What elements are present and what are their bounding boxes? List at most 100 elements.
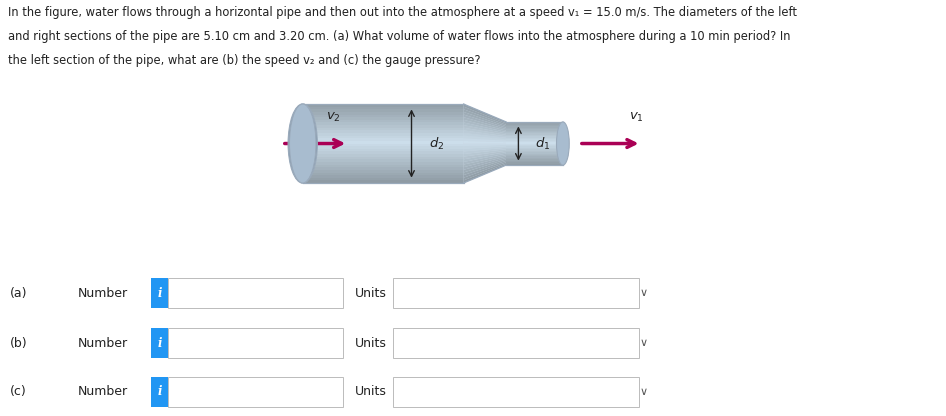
Polygon shape [506,155,563,156]
Polygon shape [303,149,464,151]
Text: $d_2$: $d_2$ [429,136,444,151]
Polygon shape [303,138,464,141]
Polygon shape [464,128,506,136]
Polygon shape [303,112,464,114]
Text: i: i [158,337,162,350]
Polygon shape [303,144,464,146]
FancyBboxPatch shape [151,278,168,308]
Text: ∨: ∨ [639,338,647,348]
Polygon shape [464,145,506,149]
Polygon shape [303,173,464,175]
Text: ∨: ∨ [639,387,647,397]
Polygon shape [464,148,506,154]
Polygon shape [303,125,464,128]
Text: and right sections of the pipe are 5.10 cm and 3.20 cm. (a) What volume of water: and right sections of the pipe are 5.10 … [8,30,790,43]
Ellipse shape [289,104,317,183]
Polygon shape [506,126,563,128]
Polygon shape [506,158,563,159]
Polygon shape [506,146,563,148]
Polygon shape [464,158,506,173]
Polygon shape [303,109,464,112]
Polygon shape [464,164,506,183]
Polygon shape [464,136,506,141]
Polygon shape [464,122,506,134]
Text: i: i [158,287,162,300]
Polygon shape [303,165,464,167]
Polygon shape [464,138,506,142]
FancyBboxPatch shape [168,328,343,358]
Polygon shape [303,104,464,183]
Polygon shape [506,139,563,141]
Polygon shape [506,123,563,125]
Polygon shape [464,112,506,128]
Polygon shape [464,162,506,181]
Text: Units: Units [355,385,387,399]
Polygon shape [464,104,506,183]
Polygon shape [303,159,464,162]
Polygon shape [464,151,506,159]
Polygon shape [464,109,506,126]
Polygon shape [464,141,506,144]
Polygon shape [303,175,464,178]
Polygon shape [303,178,464,181]
Text: Number: Number [78,337,128,350]
Text: i: i [158,385,162,399]
Polygon shape [464,133,506,139]
Polygon shape [303,167,464,170]
Text: the left section of the pipe, what are (b) the speed v₂ and (c) the gauge pressu: the left section of the pipe, what are (… [8,54,480,67]
FancyBboxPatch shape [151,377,168,407]
Polygon shape [303,104,464,106]
Polygon shape [464,120,506,132]
Polygon shape [303,106,464,109]
FancyBboxPatch shape [393,328,639,358]
Polygon shape [506,161,563,162]
Polygon shape [464,130,506,138]
Polygon shape [464,156,506,170]
Polygon shape [303,162,464,165]
Polygon shape [506,131,563,132]
FancyBboxPatch shape [168,278,343,308]
Polygon shape [303,133,464,136]
Text: (c): (c) [9,385,26,399]
Polygon shape [464,152,506,162]
Text: In the figure, water flows through a horizontal pipe and then out into the atmos: In the figure, water flows through a hor… [8,6,797,19]
Polygon shape [464,106,506,125]
Polygon shape [464,154,506,165]
Polygon shape [506,164,563,165]
Polygon shape [506,144,563,145]
Polygon shape [464,159,506,175]
Polygon shape [506,128,563,129]
Text: (a): (a) [9,287,26,300]
Text: Units: Units [355,337,387,350]
Polygon shape [303,146,464,149]
FancyBboxPatch shape [393,377,639,407]
Text: Number: Number [78,287,128,300]
Polygon shape [506,122,563,165]
FancyBboxPatch shape [168,377,343,407]
Polygon shape [506,136,563,138]
Polygon shape [464,146,506,151]
Text: $d_1$: $d_1$ [535,136,551,151]
Polygon shape [506,142,563,144]
Polygon shape [506,159,563,161]
Text: ∨: ∨ [639,288,647,298]
Polygon shape [506,149,563,151]
Polygon shape [506,145,563,146]
Polygon shape [464,117,506,131]
Polygon shape [464,104,506,123]
Polygon shape [303,120,464,122]
Text: $v_2$: $v_2$ [325,111,341,124]
Polygon shape [506,135,563,136]
Polygon shape [303,122,464,125]
Polygon shape [464,125,506,135]
Polygon shape [506,141,563,142]
Polygon shape [506,162,563,164]
Polygon shape [303,151,464,154]
Polygon shape [464,155,506,167]
Polygon shape [303,154,464,157]
Polygon shape [303,128,464,130]
Polygon shape [303,157,464,159]
Polygon shape [464,149,506,157]
Polygon shape [303,117,464,120]
Polygon shape [303,170,464,173]
